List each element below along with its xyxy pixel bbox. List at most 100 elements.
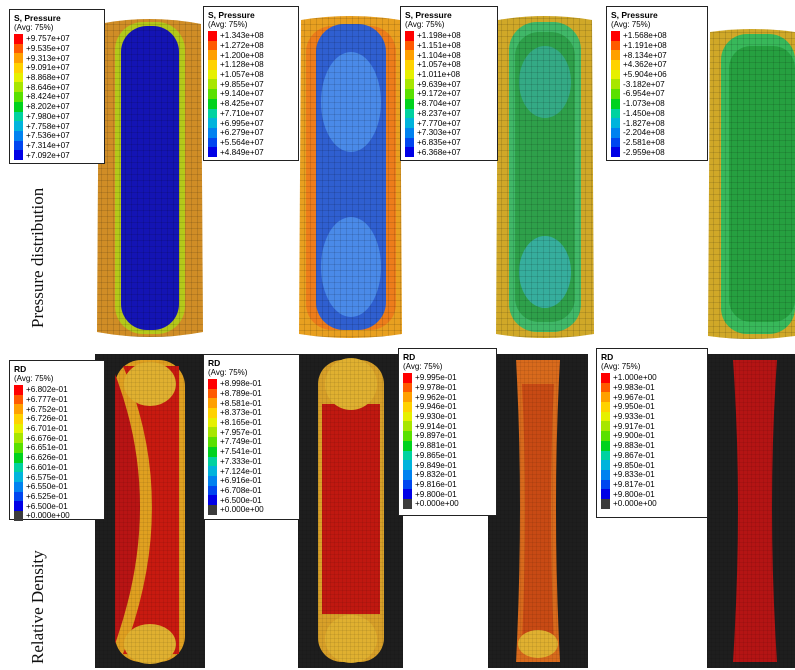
legend-entry: +6.835e+07 [405,137,493,148]
legend-entry: +9.881e-01 [403,440,492,451]
legend-entry: +6.550e-01 [14,481,100,492]
legend-value: +9.817e-01 [613,479,655,489]
legend-title: S, Pressure [208,10,255,20]
legend-swatch [14,111,23,122]
legend-value: +1.200e+08 [220,50,264,60]
legend-swatch [208,398,217,409]
legend-value: +8.373e-01 [220,408,262,418]
legend-swatch [403,498,412,509]
legend-entry: +6.995e+07 [208,118,294,128]
legend-swatch [14,443,23,453]
legend-value: -1.450e+08 [623,108,665,118]
legend-entry: +9.140e+07 [208,89,294,99]
legend-value: +1.568e+08 [623,31,667,41]
legend-swatch [601,421,610,432]
legend-value: +9.897e-01 [415,431,457,441]
legend-swatch [611,79,620,90]
density-mesh-4 [707,354,795,668]
legend-swatch [14,501,23,511]
legend-value: +6.802e-01 [26,385,68,395]
legend-subtitle: (Avg: 75%) [14,23,54,32]
legend-entry: +9.917e-01 [601,421,703,432]
legend-subtitle: (Avg: 75%) [611,20,651,29]
legend-value: +1.343e+08 [220,31,264,41]
legend-value: +1.057e+08 [220,70,264,80]
legend-value: +9.950e-01 [613,402,655,412]
legend-swatch [405,40,414,51]
legend-value: -1.827e+08 [623,118,665,128]
legend-value: +8.789e-01 [220,389,262,399]
legend-value: +7.980e+07 [26,111,70,121]
legend-swatch [403,373,412,383]
legend-value: +1.011e+08 [417,70,461,80]
density-mesh-3 [488,354,588,668]
legend-entry: -3.182e+07 [611,79,703,90]
legend-swatch [403,450,412,461]
legend-value: +9.933e-01 [613,412,655,422]
legend-swatch [601,402,610,412]
legend-entry: +9.962e-01 [403,392,492,403]
legend-entry: +7.758e+07 [14,121,100,131]
legend-value: +9.978e-01 [415,383,457,393]
legend-swatch [601,460,610,470]
legend-entry: +9.967e-01 [601,392,703,403]
legend-entry: +1.128e+08 [208,60,294,70]
legend-value: +9.800e-01 [613,489,655,499]
legend-entry: +9.978e-01 [403,382,492,393]
legend-entry: +9.897e-01 [403,431,492,441]
legend-value: +7.333e-01 [220,456,262,466]
legend-value: +1.151e+08 [417,41,461,51]
legend-swatch [14,121,23,131]
legend-swatch [611,108,620,119]
legend-swatch [405,127,414,138]
legend-swatch [208,437,217,447]
legend-entry: +8.998e-01 [208,379,295,389]
legend-swatch [611,69,620,80]
legend-entry: +8.646e+07 [14,82,100,93]
legend-swatch [208,40,217,51]
legend-entry: +9.833e-01 [601,469,703,480]
legend-swatch [208,408,217,418]
legend-swatch [403,460,412,470]
legend-swatch [601,440,610,451]
legend-swatch [208,485,217,496]
legend-swatch [14,43,23,54]
density-legend-1: RD (Avg: 75%) +6.802e-01 +6.777e-01 +6.752e-… [9,360,105,521]
legend-entry: +7.314e+07 [14,140,100,151]
legend-value: +8.424e+07 [26,92,70,102]
legend-swatch [14,92,23,102]
legend-value: -2.204e+08 [623,128,665,138]
legend-title: S, Pressure [405,10,452,20]
density-legend-4: RD (Avg: 75%) +1.000e+00 +9.983e-01 +9.967e-… [596,348,708,518]
legend-swatch [14,394,23,405]
legend-swatch [403,469,412,480]
legend-swatch [14,140,23,151]
density-legend-3: RD (Avg: 75%) +9.995e-01 +9.978e-01 +9.962e-… [398,348,497,516]
legend-value: +1.272e+08 [220,41,264,51]
legend-entry: +0.000e+00 [14,510,100,521]
legend-value: +1.128e+08 [220,60,264,70]
legend-swatch [208,427,217,438]
legend-value: +0.000e+00 [220,505,264,515]
legend-title: S, Pressure [14,13,61,23]
legend-entry: +8.581e-01 [208,398,295,409]
legend-value: +9.995e-01 [415,373,457,383]
legend-entry: +9.172e+07 [405,89,493,99]
legend-entry: -2.959e+08 [611,147,703,157]
legend-swatch [14,150,23,160]
legend-swatch [403,392,412,403]
pressure-legend-4: S, Pressure (Avg: 75%) +1.568e+08 +1.191e+0… [606,6,708,161]
legend-swatch [601,450,610,461]
legend-swatch [611,89,620,99]
legend-value: +9.983e-01 [613,383,655,393]
legend-swatch [611,98,620,109]
legend-value: -2.581e+08 [623,137,665,147]
legend-value: +8.202e+07 [26,102,70,112]
legend-value: +9.849e-01 [415,460,457,470]
legend-swatch [14,34,23,44]
legend-value: +9.832e-01 [415,470,457,480]
legend-value: +9.930e-01 [415,412,457,422]
legend-swatch [405,137,414,148]
density-mesh-1 [95,354,205,668]
legend-swatch [405,108,414,119]
